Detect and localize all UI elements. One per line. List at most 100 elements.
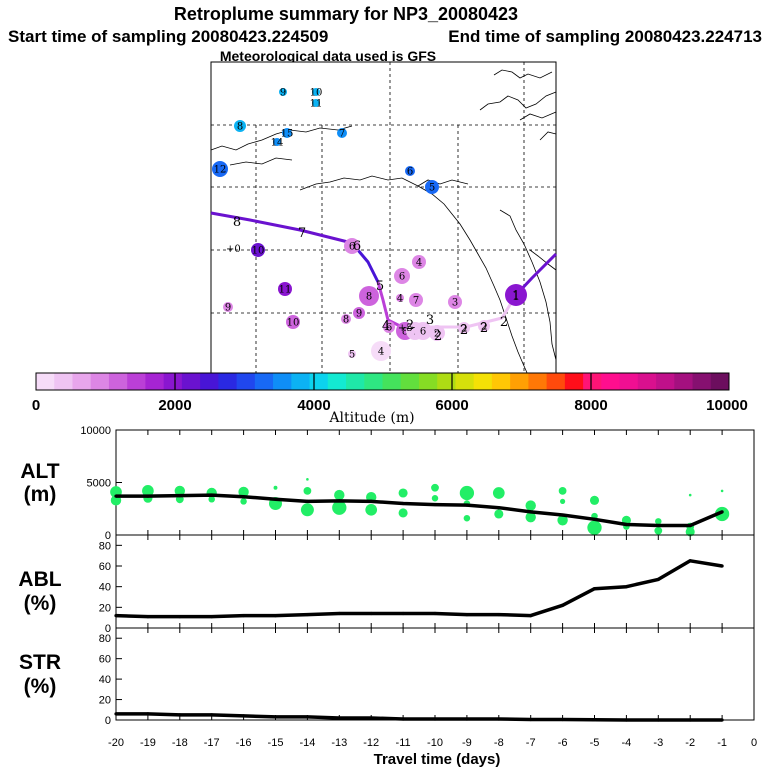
trajectory-day-label: 8 <box>233 215 241 230</box>
plume-dot <box>312 99 320 107</box>
str-panel: 0 20 40 60 80 <box>99 627 755 727</box>
plume-particle-point <box>525 511 536 523</box>
plume-dot <box>394 268 410 284</box>
colorbar-swatch <box>656 373 675 390</box>
trajectory-day-label: 2 <box>500 315 508 330</box>
str-y-tick-label: 60 <box>99 654 111 666</box>
plume-particle-point <box>688 493 692 497</box>
str-series-line <box>116 712 723 722</box>
x-tick-label: 0 <box>751 737 757 749</box>
colorbar-swatch <box>601 373 620 390</box>
str-data-point <box>337 716 341 720</box>
plume-dot-label: 8 <box>343 315 349 326</box>
str-data-point <box>114 712 118 716</box>
x-tick-label: -8 <box>494 737 504 749</box>
altitude-data-point <box>273 497 278 501</box>
colorbar-swatch <box>583 373 602 390</box>
str-label-line1: STR <box>19 651 61 674</box>
plume-dot-label: 6 <box>386 323 392 334</box>
plume-dot <box>409 293 423 307</box>
abl-data-point <box>433 611 437 616</box>
plume-dot <box>223 302 233 312</box>
str-y-tick-label: 0 <box>105 715 111 727</box>
trajectory-day-label: 1 <box>512 289 520 304</box>
abl-data-point <box>688 559 692 563</box>
trajectory-day-label: 3 <box>426 313 434 328</box>
plume-dots: 1011981514712651064611847319910868762224… <box>212 88 527 361</box>
colorbar-swatch <box>254 373 274 390</box>
altitude-data-point <box>433 502 437 507</box>
coastline <box>229 157 293 166</box>
abl-label-line1: ABL <box>18 568 61 591</box>
plume-dot-label: 9 <box>356 309 362 320</box>
x-tick-label: -2 <box>685 737 695 749</box>
plume-dot-label: 3 <box>452 298 458 309</box>
abl-data-point <box>305 612 309 617</box>
colorbar-swatch <box>90 373 110 390</box>
str-data-point <box>369 716 373 720</box>
plume-dot-label: 11 <box>279 285 292 296</box>
colorbar-swatch <box>491 373 511 390</box>
plume-dot <box>273 138 281 146</box>
abl-data-point <box>720 564 724 568</box>
plume-dot <box>396 294 404 302</box>
abl-data-point <box>242 614 246 618</box>
x-tick-label: -10 <box>427 737 443 749</box>
abl-data-point <box>337 611 341 616</box>
x-axis-label: Travel time (days) <box>374 751 501 768</box>
abl-data-point <box>401 611 405 616</box>
plume-dot-label: 5 <box>429 183 435 194</box>
x-tick-label: -15 <box>268 737 284 749</box>
colorbar-swatch <box>327 373 347 390</box>
altitude-data-point <box>369 499 373 503</box>
map-frame <box>210 61 557 376</box>
plume-dot-label: 11 <box>310 99 323 110</box>
colorbar-swatch <box>218 373 238 390</box>
x-axis-tick-labels: -20 -19 -18 -17 -16 -15 -14 -13 -12 -11 -10 -9 -8 -7-… <box>108 737 757 749</box>
plume-dot <box>212 161 228 177</box>
colorbar-swatch <box>200 373 219 390</box>
plume-particle-point <box>208 496 215 503</box>
abl-panel-label: ABL (%) <box>18 568 61 615</box>
abl-data-point <box>656 577 660 582</box>
altitude-data-point <box>497 506 501 510</box>
altitude-data-point <box>146 494 150 498</box>
plume-particle-point <box>494 509 504 519</box>
abl-y-tick-label: 20 <box>99 602 111 614</box>
colorbar-swatch <box>163 373 183 390</box>
plume-dot-label: 2 <box>461 324 467 335</box>
colorbar-frame <box>35 372 730 391</box>
plume-dot-label: 6 <box>399 272 405 283</box>
altitude-data-point <box>720 510 724 514</box>
plume-dot <box>383 321 395 333</box>
abl-data-point <box>146 615 150 619</box>
str-data-point <box>656 718 660 722</box>
plume-particle-point <box>398 488 408 498</box>
plume-dot-label: 8 <box>366 292 372 303</box>
colorbar-swatch <box>36 373 55 390</box>
coastline <box>299 175 529 376</box>
plume-particle-point <box>720 489 724 493</box>
plume-dot <box>344 238 360 254</box>
plume-dot-label: 2 <box>434 329 440 340</box>
str-data-point <box>178 713 182 717</box>
abl-panel: 0 20 40 60 80 <box>99 534 755 635</box>
str-data-point <box>561 717 565 722</box>
plume-dot-label: 14 <box>271 138 284 149</box>
str-data-point <box>210 713 214 717</box>
plume-particle-point <box>654 526 663 535</box>
coastline <box>529 249 557 271</box>
plume-particle-point <box>238 486 249 498</box>
abl-y-tick-label: 80 <box>99 540 111 552</box>
plume-dot-label: 9 <box>225 303 231 314</box>
plume-dot <box>414 322 432 340</box>
abl-y-tick-label: 0 <box>105 623 111 635</box>
plume-dot-label: 7 <box>413 296 419 307</box>
altitude-data-point <box>688 523 692 528</box>
plume-dot-label: 4 <box>416 258 422 269</box>
coastline <box>519 111 557 121</box>
colorbar-swatch <box>54 373 73 390</box>
plume-dot-label: 6 <box>420 327 426 338</box>
colorbar-tick-label: 0 <box>32 397 40 414</box>
coastline <box>479 91 557 111</box>
